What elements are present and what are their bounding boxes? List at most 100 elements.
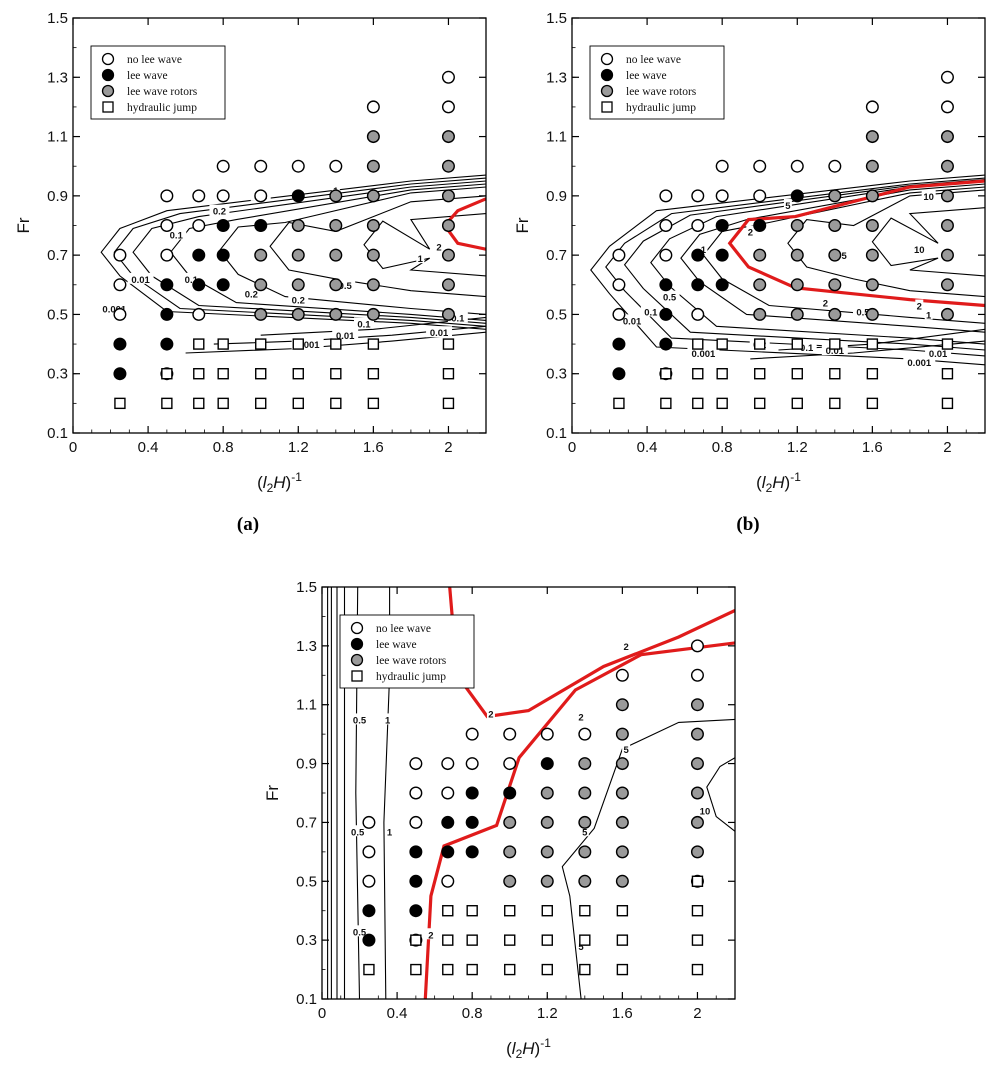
marker-lee-wave-rotors: [503, 815, 517, 829]
marker-hydraulic-jump: [941, 368, 954, 380]
data-markers: [113, 70, 455, 410]
marker-hydraulic-jump: [217, 368, 229, 380]
marker-hydraulic-jump: [829, 338, 841, 350]
marker-no-lee-wave: [540, 727, 554, 741]
marker-hydraulic-jump: [161, 397, 173, 410]
y-tick-label: 0.9: [546, 188, 567, 205]
marker-hydraulic-jump: [941, 397, 954, 410]
x-tick-label: 0.8: [712, 439, 733, 456]
marker-lee-wave-rotors: [254, 248, 268, 262]
contour-label: 0.1: [800, 343, 814, 354]
legend-marker: [101, 84, 115, 98]
marker-lee-wave: [441, 815, 455, 829]
y-axis-label: Fr: [14, 217, 33, 233]
marker-lee-wave-rotors: [790, 248, 804, 262]
subplot-label: (b): [736, 514, 759, 535]
marker-lee-wave-rotors: [291, 218, 305, 232]
marker-hydraulic-jump: [579, 934, 591, 946]
contour-label: 5: [785, 201, 791, 212]
marker-hydraulic-jump: [330, 368, 342, 380]
x-axis-label: (l2H)-1: [756, 470, 801, 495]
marker-lee-wave: [441, 845, 455, 859]
marker-hydraulic-jump: [791, 397, 803, 410]
marker-lee-wave-rotors: [865, 159, 879, 173]
y-tick-label: 0.5: [47, 306, 68, 323]
marker-lee-wave-rotors: [790, 307, 804, 321]
legend-entry: hydraulic jump: [376, 671, 446, 683]
marker-lee-wave: [113, 337, 127, 351]
marker-lee-wave: [362, 933, 376, 947]
marker-hydraulic-jump: [691, 875, 704, 887]
marker-lee-wave-rotors: [615, 874, 629, 888]
contour-label: 0.001: [102, 305, 126, 316]
y-tick-label: 0.7: [546, 247, 567, 264]
y-tick-label: 1.5: [546, 10, 567, 27]
legend-marker: [102, 101, 114, 113]
y-tick-label: 0.3: [47, 366, 68, 383]
marker-no-lee-wave: [409, 815, 423, 829]
x-tick-label: 2: [943, 439, 951, 456]
marker-hydraulic-jump: [504, 905, 516, 917]
contour-label: 0.01: [336, 331, 355, 342]
marker-hydraulic-jump: [193, 368, 205, 380]
marker-lee-wave-rotors: [291, 248, 305, 262]
marker-no-lee-wave: [578, 727, 592, 741]
marker-hydraulic-jump: [579, 905, 591, 917]
contour-line: [269, 195, 486, 298]
marker-no-lee-wave: [940, 100, 954, 114]
marker-hydraulic-jump: [504, 934, 516, 946]
contour-label: 0.1: [357, 319, 371, 330]
marker-hydraulic-jump: [616, 934, 629, 946]
marker-no-lee-wave: [113, 248, 127, 262]
contour-label: 10: [700, 807, 711, 818]
marker-lee-wave: [540, 757, 554, 771]
marker-lee-wave: [465, 815, 479, 829]
marker-lee-wave: [715, 218, 729, 232]
y-tick-label: 0.5: [296, 873, 317, 890]
marker-lee-wave-rotors: [828, 278, 842, 292]
marker-hydraulic-jump: [292, 397, 304, 410]
marker-lee-wave-rotors: [828, 307, 842, 321]
marker-lee-wave: [715, 278, 729, 292]
marker-lee-wave: [691, 278, 705, 292]
x-tick-label: 0: [318, 1005, 326, 1022]
marker-lee-wave: [409, 874, 423, 888]
marker-lee-wave-rotors: [329, 189, 343, 203]
marker-lee-wave-rotors: [615, 786, 629, 800]
x-tick-label: 1.6: [862, 439, 883, 456]
marker-hydraulic-jump: [716, 338, 728, 350]
contour-label: 0.1: [185, 275, 199, 286]
marker-lee-wave-rotors: [615, 698, 629, 712]
marker-hydraulic-jump: [442, 338, 455, 350]
marker-lee-wave-rotors: [366, 248, 380, 262]
marker-hydraulic-jump: [829, 368, 841, 380]
marker-lee-wave-rotors: [690, 815, 704, 829]
marker-hydraulic-jump: [616, 963, 629, 976]
legend-entry: lee wave rotors: [626, 86, 697, 98]
marker-no-lee-wave: [291, 159, 305, 173]
marker-hydraulic-jump: [442, 905, 454, 917]
marker-lee-wave: [612, 367, 626, 381]
marker-lee-wave-rotors: [828, 189, 842, 203]
contour-label: 2: [823, 299, 828, 310]
marker-lee-wave: [216, 278, 230, 292]
contour-label: 0.2: [245, 290, 258, 301]
marker-hydraulic-jump: [660, 368, 672, 380]
x-tick-label: 1.6: [612, 1005, 633, 1022]
marker-lee-wave-rotors: [753, 278, 767, 292]
marker-lee-wave-rotors: [940, 278, 954, 292]
marker-no-lee-wave: [615, 668, 629, 682]
marker-no-lee-wave: [715, 189, 729, 203]
marker-lee-wave-rotors: [578, 757, 592, 771]
marker-lee-wave-rotors: [366, 218, 380, 232]
marker-lee-wave-rotors: [615, 815, 629, 829]
contour-label: 0.5: [353, 715, 367, 726]
legend-marker: [101, 52, 115, 66]
marker-lee-wave-rotors: [366, 307, 380, 321]
y-tick-label: 1.5: [47, 10, 68, 27]
marker-no-lee-wave: [690, 668, 704, 682]
marker-lee-wave: [503, 786, 517, 800]
x-tick-label: 0.4: [138, 439, 159, 456]
marker-hydraulic-jump: [791, 368, 803, 380]
marker-no-lee-wave: [362, 874, 376, 888]
